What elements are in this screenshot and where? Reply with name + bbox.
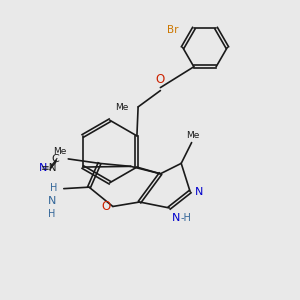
Text: N: N bbox=[39, 163, 47, 173]
Text: -H: -H bbox=[181, 213, 191, 223]
Text: N: N bbox=[172, 213, 180, 223]
Text: H: H bbox=[50, 183, 57, 193]
Text: N: N bbox=[195, 187, 203, 196]
Text: H: H bbox=[48, 209, 56, 219]
Text: O: O bbox=[156, 73, 165, 86]
Text: Me: Me bbox=[53, 147, 67, 156]
Text: Me: Me bbox=[186, 130, 200, 140]
Text: Br: Br bbox=[167, 25, 178, 34]
Text: O: O bbox=[101, 200, 110, 213]
Text: ≡N: ≡N bbox=[41, 163, 58, 173]
Text: Me: Me bbox=[115, 103, 128, 112]
Text: N: N bbox=[48, 196, 56, 206]
Text: C: C bbox=[52, 154, 59, 164]
